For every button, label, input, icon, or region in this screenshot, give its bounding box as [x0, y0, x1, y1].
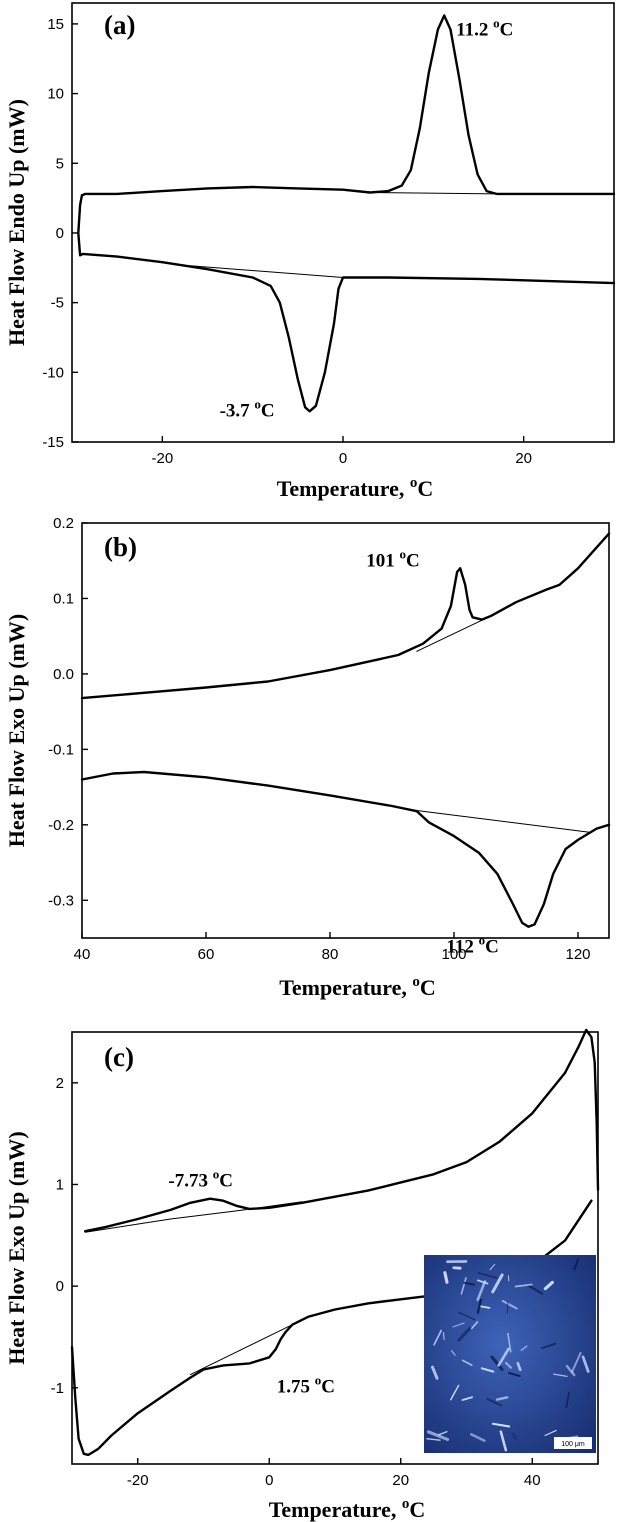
- x-tick-label: 120: [565, 946, 590, 963]
- y-tick-label: -15: [42, 434, 64, 451]
- y-tick-label: 0: [56, 1278, 64, 1295]
- y-tick-label: 0.0: [53, 666, 74, 683]
- chart-panel-2: 40 60 80 100 120 -0.3 -0.2 -0.1 0.0 0.1 0.2 101 oC 1…: [4, 515, 611, 1000]
- y-tick-label: 0: [56, 225, 64, 242]
- y-tick-label: -0.1: [48, 741, 74, 758]
- y-tick-label: -0.3: [48, 892, 74, 909]
- plot-frame: [71, 2, 615, 443]
- x-tick-label: -20: [151, 450, 173, 467]
- y-tick-label: 10: [47, 86, 64, 103]
- y-tick-label: 1: [56, 1176, 64, 1193]
- plot-frame: [71, 1031, 599, 1465]
- dsc-curve: [80, 532, 611, 700]
- y-axis-title: Heat Flow Exo Up (mW): [4, 1131, 29, 1364]
- panel-label: (a): [104, 10, 135, 40]
- y-tick-label: -1: [51, 1380, 64, 1397]
- panel-label: (b): [104, 532, 137, 562]
- x-tick-label: 20: [392, 1472, 409, 1489]
- dsc-curve: [77, 14, 616, 235]
- dsc-curve: [84, 1028, 600, 1233]
- x-tick-label: 20: [515, 450, 532, 467]
- y-tick-label: 15: [47, 16, 64, 33]
- plot-frame: [81, 522, 610, 939]
- baseline-line: [369, 192, 498, 195]
- y-axis-title: Heat Flow Endo Up (mW): [4, 99, 29, 346]
- peak-annotation: 1.75 oC: [277, 1372, 335, 1397]
- dsc-curve: [77, 231, 616, 413]
- x-tick-label: 0: [339, 450, 347, 467]
- x-tick-label: 100: [441, 946, 466, 963]
- y-tick-label: -0.2: [48, 817, 74, 834]
- y-tick-label: -5: [51, 295, 64, 312]
- baseline-line: [179, 264, 344, 278]
- peak-annotation: 11.2 oC: [456, 16, 513, 41]
- x-tick-label: 40: [524, 1472, 541, 1489]
- chart-panel-1: -20 0 20 -15 -10 -5 0 5 10 15 11.2 oC -3.7 oC (a) Tem…: [4, 2, 616, 501]
- y-axis-title: Heat Flow Exo Up (mW): [4, 614, 29, 847]
- baseline-line: [410, 809, 591, 833]
- x-axis-title: Temperature, oC: [277, 475, 434, 501]
- peak-annotation: -7.73 oC: [168, 1167, 233, 1192]
- baseline-line: [84, 1201, 303, 1233]
- micrograph-inset: 100 μm: [424, 1255, 596, 1453]
- y-tick-label: 0.2: [53, 515, 74, 532]
- y-tick-label: 5: [56, 155, 64, 172]
- chart-panel-3: -20 0 20 40 -1 0 1 2 100 μm -7.73 oC 1.75 oC (c) Tem…: [4, 1028, 600, 1522]
- scale-bar-label: 100 μm: [561, 1441, 585, 1448]
- x-tick-label: 80: [322, 946, 339, 963]
- baseline-line: [189, 1324, 293, 1376]
- x-tick-label: -20: [127, 1472, 149, 1489]
- baseline-line: [416, 615, 492, 652]
- dsc-curve: [80, 770, 611, 928]
- y-tick-label: 2: [56, 1075, 64, 1092]
- x-tick-label: 0: [265, 1472, 273, 1489]
- y-tick-label: -10: [42, 364, 64, 381]
- x-tick-label: 60: [198, 946, 215, 963]
- x-axis-title: Temperature, oC: [269, 1496, 426, 1522]
- peak-annotation: 112 oC: [446, 933, 498, 958]
- peak-annotation: 101 oC: [366, 546, 419, 571]
- peak-annotation: -3.7 oC: [220, 396, 275, 421]
- scale-bar: [554, 1437, 592, 1449]
- y-tick-label: 0.1: [53, 590, 74, 607]
- x-axis-title: Temperature, oC: [279, 974, 436, 1000]
- x-tick-label: 40: [74, 946, 91, 963]
- panel-label: (c): [104, 1042, 134, 1072]
